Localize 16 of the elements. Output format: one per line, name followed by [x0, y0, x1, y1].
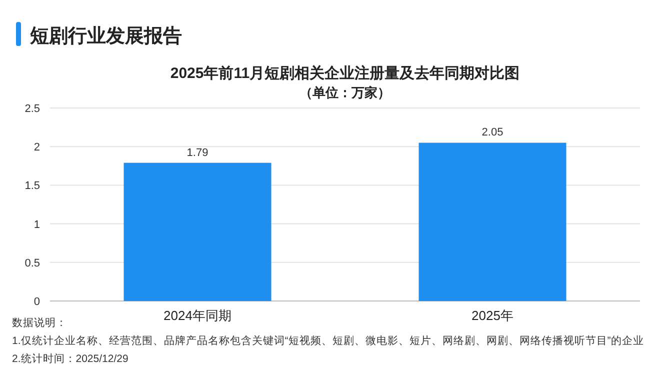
y-axis-title: （单位：万家）	[300, 85, 390, 100]
data-label: 2.05	[482, 126, 504, 139]
text: 数据说明：	[12, 317, 67, 329]
y-tick-label: 2.5	[24, 103, 40, 115]
y-tick-label: 2	[34, 142, 40, 154]
x-tick-label: 2024年同期	[164, 308, 232, 323]
y-tick-label: 0.5	[24, 257, 40, 270]
x-tick-label: 2025年	[472, 308, 514, 323]
y-tick-label: 1	[34, 218, 40, 231]
chart-subtitle: 2025年前11月短剧相关企业注册量及去年同期对比图	[170, 64, 520, 82]
data-label: 1.79	[186, 146, 208, 159]
chart-title: 短剧行业发展报告	[29, 25, 182, 47]
y-tick-label: 1.5	[24, 180, 40, 192]
text: 1.仅统计企业名称、经营范围、品牌产品名称包含关键词“短视频、短剧、微电影、短片、网络剧、网剧、网络传播视听节目”的企业	[12, 334, 644, 347]
y-tick-label: 0	[34, 296, 40, 308]
text: 2.统计时间：2025/12/29	[12, 352, 128, 365]
